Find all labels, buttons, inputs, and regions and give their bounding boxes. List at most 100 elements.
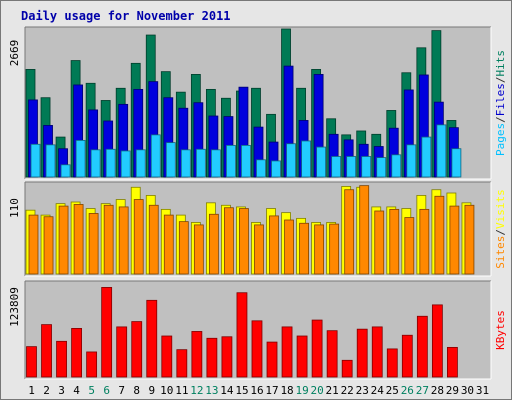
x-tick-label: 3	[58, 384, 65, 397]
bar-pages-day-10	[165, 142, 176, 178]
bar-kbytes-day-1	[26, 346, 37, 378]
bar-pages-day-7	[120, 150, 131, 178]
bar-sites-day-17	[269, 215, 279, 275]
bar-sites-day-20	[314, 224, 325, 275]
bar-kbytes-day-6	[101, 287, 113, 378]
bar-pages-day-18	[286, 143, 296, 178]
bar-pages-day-12	[195, 148, 206, 178]
x-tick-label: 29	[446, 384, 459, 397]
bar-sites-day-8	[133, 199, 144, 275]
x-tick-label: 28	[431, 384, 444, 397]
bar-kbytes-day-10	[161, 335, 173, 378]
x-tick-label: 22	[341, 384, 354, 397]
bar-pages-day-23	[361, 156, 372, 178]
bar-kbytes-day-26	[401, 334, 413, 378]
bar-kbytes-day-3	[56, 340, 67, 378]
x-tick-label: 18	[280, 384, 293, 397]
bar-kbytes-day-17	[266, 341, 278, 378]
bar-kbytes-day-2	[41, 324, 52, 378]
bar-sites-day-9	[148, 204, 159, 275]
legend-entry: /	[494, 116, 507, 123]
bar-kbytes-day-28	[431, 304, 443, 378]
x-tick-label: 6	[103, 384, 110, 397]
bar-sites-day-18	[284, 219, 294, 275]
bar-sites-day-30	[464, 204, 475, 275]
legend-visits: Sites/Visits	[494, 189, 507, 269]
bar-pages-day-6	[105, 148, 116, 178]
bar-pages-day-5	[90, 149, 101, 178]
bar-sites-day-29	[449, 205, 460, 275]
bar-pages-day-3	[60, 164, 71, 178]
bar-pages-day-4	[75, 140, 86, 178]
bar-sites-day-26	[404, 217, 415, 275]
bar-kbytes-day-16	[251, 320, 263, 378]
bar-kbytes-day-13	[206, 337, 218, 378]
bar-sites-day-10	[163, 214, 174, 275]
x-tick-label: 26	[401, 384, 414, 397]
bar-pages-day-28	[436, 124, 447, 178]
bar-kbytes-day-18	[281, 326, 293, 378]
bar-kbytes-day-23	[356, 328, 368, 378]
x-tick-label: 10	[160, 384, 173, 397]
x-tick-label: 5	[88, 384, 95, 397]
x-tick-label: 30	[461, 384, 474, 397]
x-tick-label: 11	[175, 384, 188, 397]
bar-kbytes-day-22	[341, 359, 353, 378]
x-tick-label: 23	[356, 384, 369, 397]
bar-kbytes-day-19	[296, 335, 308, 378]
x-tick-label: 9	[148, 384, 155, 397]
x-tick-label: 31	[476, 384, 489, 397]
legend-entry: /	[494, 77, 507, 84]
bar-kbytes-day-11	[176, 349, 188, 378]
bar-pages-day-22	[346, 156, 357, 178]
bar-pages-day-17	[271, 160, 281, 178]
x-tick-label: 16	[250, 384, 263, 397]
bar-pages-day-13	[210, 149, 221, 178]
y-max-label: 2669	[8, 40, 21, 67]
legend-entry: Visits	[494, 189, 507, 229]
bar-kbytes-day-15	[236, 292, 248, 378]
bar-sites-day-19	[299, 222, 309, 275]
x-tick-label: 4	[73, 384, 80, 397]
bar-sites-day-14	[224, 207, 234, 275]
chart-title: Daily usage for November 2011	[21, 9, 231, 23]
bar-pages-day-11	[180, 149, 191, 178]
legend-entry: /	[494, 229, 507, 236]
bar-pages-day-27	[421, 136, 432, 178]
bar-sites-day-13	[208, 213, 219, 275]
bar-sites-day-15	[239, 208, 249, 275]
bar-kbytes-day-25	[386, 348, 398, 378]
bar-sites-day-25	[389, 208, 400, 275]
bar-sites-day-6	[103, 204, 114, 275]
bar-sites-day-12	[193, 224, 204, 275]
bar-sites-day-28	[434, 195, 445, 275]
bar-kbytes-day-12	[191, 331, 203, 378]
bar-kbytes-day-27	[416, 315, 428, 378]
bar-pages-day-2	[45, 144, 56, 178]
legend-entry: Files	[494, 83, 507, 116]
bar-pages-day-20	[316, 146, 327, 178]
x-tick-label: 17	[265, 384, 278, 397]
bar-pages-day-8	[135, 149, 146, 178]
x-tick-label: 19	[295, 384, 308, 397]
x-tick-label: 12	[190, 384, 203, 397]
x-tick-label: 25	[386, 384, 399, 397]
bar-kbytes-day-21	[326, 330, 338, 378]
bar-kbytes-day-4	[71, 328, 82, 378]
bar-kbytes-day-14	[221, 336, 233, 378]
legend-entry: Pages	[494, 123, 507, 156]
bar-pages-day-21	[331, 156, 342, 178]
x-tick-label: 1	[28, 384, 35, 397]
x-tick-label: 14	[220, 384, 234, 397]
x-tick-label: 27	[416, 384, 429, 397]
x-tick-label: 15	[235, 384, 248, 397]
legend-entry: Hits	[494, 50, 507, 77]
legend-entry: Sites	[494, 236, 507, 269]
bar-pages-day-26	[406, 144, 417, 178]
bar-pages-day-16	[256, 159, 266, 178]
bar-pages-day-25	[391, 154, 402, 178]
bar-kbytes-day-8	[131, 321, 143, 378]
